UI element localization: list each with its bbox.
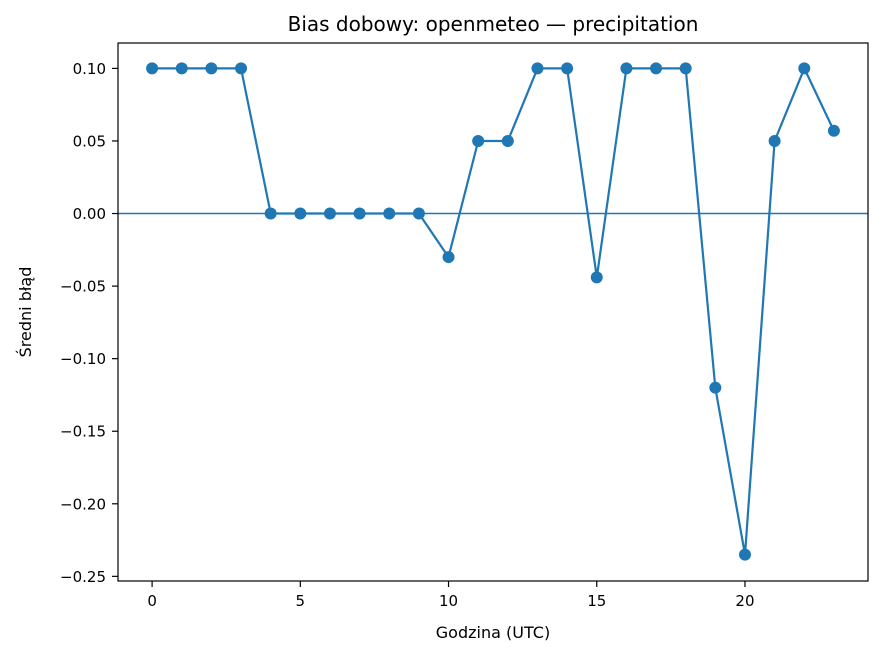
data-point <box>768 134 781 147</box>
x-tick-label: 10 <box>439 592 458 610</box>
x-axis-ticks: 0 5 10 15 20 <box>147 581 755 610</box>
data-point <box>235 62 248 75</box>
data-point <box>620 62 633 75</box>
data-point <box>175 62 188 75</box>
plot-area <box>118 62 868 561</box>
data-point <box>798 62 811 75</box>
data-point <box>738 548 751 561</box>
y-tick-label: −0.25 <box>60 568 106 586</box>
y-axis-label: Średni błąd <box>16 267 35 358</box>
data-point <box>561 62 574 75</box>
y-tick-label: −0.20 <box>60 495 106 513</box>
data-point <box>827 124 840 137</box>
x-tick-label: 0 <box>147 592 157 610</box>
y-tick-label: −0.10 <box>60 350 106 368</box>
data-point <box>264 207 277 220</box>
data-point <box>679 62 692 75</box>
y-axis-ticks: 0.10 0.05 0.00 −0.05 −0.10 −0.15 −0.20 −0.25 <box>60 60 118 586</box>
data-point <box>590 271 603 284</box>
data-point <box>472 134 485 147</box>
x-axis-label: Godzina (UTC) <box>436 623 550 642</box>
y-tick-label: 0.00 <box>73 205 106 223</box>
series-markers <box>146 62 840 561</box>
axes-frame <box>117 42 869 582</box>
data-point <box>323 207 336 220</box>
x-tick-label: 5 <box>296 592 306 610</box>
data-point <box>650 62 663 75</box>
data-point <box>442 251 455 264</box>
data-point <box>205 62 218 75</box>
y-tick-label: 0.05 <box>73 132 106 150</box>
y-tick-label: −0.15 <box>60 423 106 441</box>
data-point <box>412 207 425 220</box>
data-point <box>294 207 307 220</box>
data-point <box>709 381 722 394</box>
data-point <box>383 207 396 220</box>
data-point <box>501 134 514 147</box>
y-tick-label: 0.10 <box>73 60 106 78</box>
data-point <box>146 62 159 75</box>
series-line <box>152 67 835 556</box>
data-point <box>353 207 366 220</box>
data-point <box>531 62 544 75</box>
chart-title: Bias dobowy: openmeteo — precipitation <box>288 12 699 36</box>
x-tick-label: 15 <box>587 592 606 610</box>
x-tick-label: 20 <box>735 592 754 610</box>
y-tick-label: −0.05 <box>60 278 106 296</box>
